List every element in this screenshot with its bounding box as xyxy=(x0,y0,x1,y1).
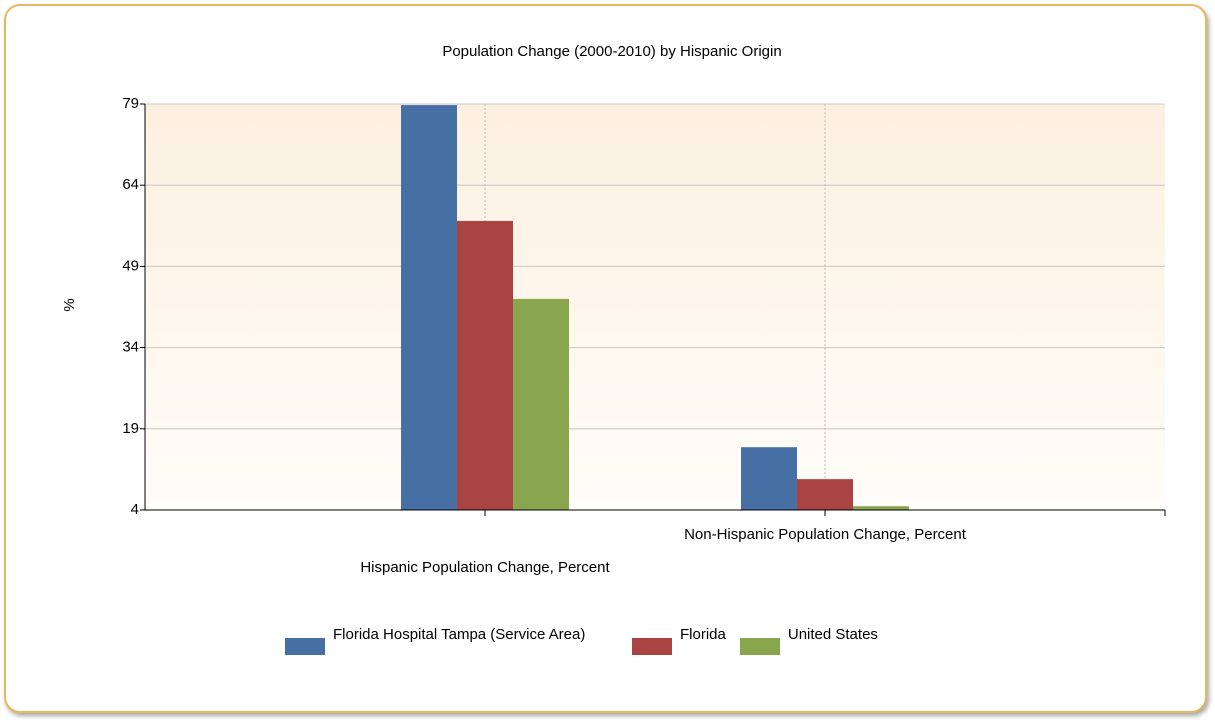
y-tick-label: 64 xyxy=(122,176,139,193)
y-tick-label: 79 xyxy=(122,95,139,112)
bar xyxy=(513,298,569,510)
legend-swatch xyxy=(632,638,672,655)
bar xyxy=(457,220,513,511)
bar xyxy=(741,447,797,510)
legend-swatch xyxy=(739,638,780,655)
bar xyxy=(853,506,909,510)
x-tick-label: Hispanic Population Change, Percent xyxy=(360,559,610,576)
chart-title: Population Change (2000-2010) by Hispani… xyxy=(442,43,781,60)
plot-area xyxy=(145,104,1165,510)
legend-label: United States xyxy=(787,626,878,643)
x-tick-label: Non-Hispanic Population Change, Percent xyxy=(684,526,967,543)
bar xyxy=(401,105,457,510)
y-axis-label: % xyxy=(61,298,78,311)
legend-swatch xyxy=(285,638,325,655)
legend-item: Florida Hospital Tampa (Service Area) xyxy=(285,626,618,655)
legend-item: Florida xyxy=(632,626,726,655)
legend-label: Florida Hospital Tampa (Service Area) xyxy=(333,626,586,643)
y-tick-label: 19 xyxy=(122,420,139,437)
legend: Florida Hospital Tampa (Service Area) Flo… xyxy=(285,626,878,655)
y-tick-label: 49 xyxy=(122,257,139,274)
y-tick-label: 34 xyxy=(122,339,139,356)
legend-label: Florida xyxy=(680,626,726,643)
legend-item: United States xyxy=(739,626,878,655)
y-tick-label: 4 xyxy=(131,501,139,518)
bar xyxy=(797,479,853,510)
